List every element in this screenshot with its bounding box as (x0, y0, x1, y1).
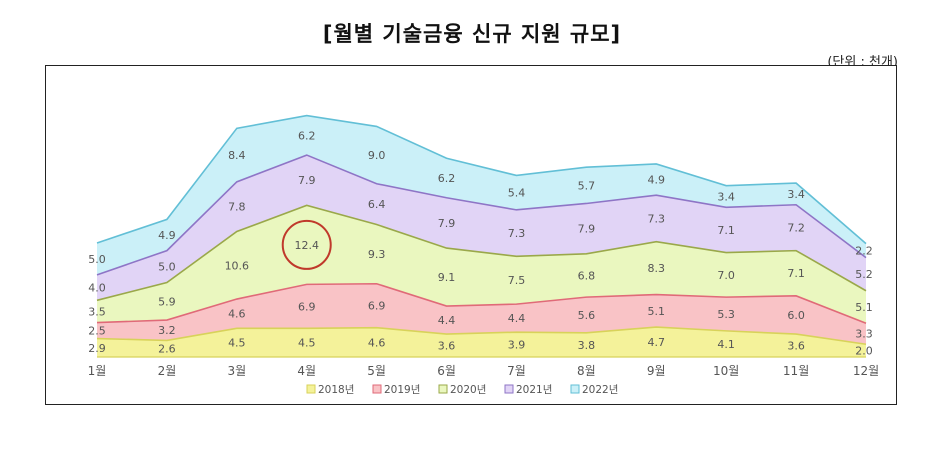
data-label: 5.3 (717, 308, 735, 321)
data-label: 4.5 (228, 337, 246, 350)
x-tick-label: 2월 (158, 364, 177, 378)
data-label: 3.6 (787, 340, 805, 353)
data-label: 2.9 (88, 342, 106, 355)
legend-swatch (438, 384, 448, 394)
data-label: 2.6 (158, 343, 176, 356)
data-label: 9.0 (368, 149, 386, 162)
area-2021년 (97, 155, 866, 301)
line-2021년 (96, 154, 867, 276)
data-label: 4.9 (158, 229, 176, 242)
data-label: 3.5 (88, 305, 106, 318)
data-label: 5.6 (578, 309, 596, 322)
data-label: 6.9 (368, 300, 386, 313)
data-label: 6.2 (298, 129, 316, 142)
data-label: 8.3 (648, 262, 666, 275)
x-tick-label: 8월 (577, 364, 596, 378)
line-2019년 (96, 282, 867, 324)
x-tick-label: 10월 (713, 364, 739, 378)
area-2019년 (97, 283, 866, 345)
x-tick-label: 5월 (367, 364, 386, 378)
data-label: 7.5 (508, 274, 526, 287)
data-label: 7.9 (578, 223, 596, 236)
line-2018년 (96, 326, 867, 346)
x-tick-label: 4월 (297, 364, 316, 378)
line-2020년 (96, 204, 867, 302)
legend-swatch (306, 384, 316, 394)
data-label: 5.0 (88, 253, 106, 266)
data-label: 4.7 (648, 336, 666, 349)
data-label: 8.4 (228, 149, 246, 162)
chart-title: [월별 기술금융 신규 지원 규모] (322, 22, 622, 46)
legend-swatch (372, 384, 382, 394)
legend-label: 2018년 (318, 384, 354, 396)
legend-label: 2022년 (582, 384, 618, 396)
data-label: 5.1 (855, 301, 873, 314)
data-label: 7.1 (787, 267, 805, 280)
legend-label: 2021년 (516, 384, 552, 396)
data-label: 7.1 (717, 224, 735, 237)
highlight-circle (281, 219, 332, 270)
data-label: 4.4 (438, 314, 456, 327)
data-label: 5.0 (158, 261, 176, 274)
data-label: 7.0 (717, 269, 735, 282)
area-2022년 (97, 115, 866, 275)
data-label: 3.9 (508, 339, 526, 352)
data-label: 2.0 (855, 345, 873, 358)
data-label: 2.2 (855, 245, 873, 258)
data-label: 5.9 (158, 295, 176, 308)
data-label: 4.1 (717, 338, 735, 351)
data-label: 4.6 (368, 336, 386, 349)
data-label: 3.2 (158, 324, 176, 337)
data-label: 6.0 (787, 309, 805, 322)
data-label: 4.9 (648, 174, 666, 187)
data-label: 7.9 (298, 174, 316, 187)
data-label: 7.2 (787, 222, 805, 235)
legend-swatch (504, 384, 514, 394)
legend-label: 2020년 (450, 384, 486, 396)
area-2020년 (97, 205, 866, 324)
data-label: 6.8 (578, 269, 596, 282)
data-label: 7.9 (438, 217, 456, 230)
data-label: 12.4 (294, 239, 319, 252)
data-label: 2.5 (88, 325, 106, 338)
x-tick-label: 7월 (507, 364, 526, 378)
x-tick-label: 3월 (227, 364, 246, 378)
legend-label: 2019년 (384, 384, 420, 396)
data-label: 4.4 (508, 312, 526, 325)
data-label: 3.4 (787, 188, 805, 201)
data-label: 3.8 (578, 339, 596, 352)
data-label: 4.5 (298, 337, 316, 350)
legend-swatch (570, 384, 580, 394)
data-label: 5.7 (578, 179, 596, 192)
data-label: 3.3 (855, 328, 873, 341)
data-label: 5.4 (508, 187, 526, 200)
line-2022년 (96, 114, 867, 245)
x-tick-label: 1월 (88, 364, 107, 378)
data-label: 4.6 (228, 308, 246, 321)
data-label: 3.6 (438, 340, 456, 353)
data-label: 6.4 (368, 198, 386, 211)
data-label: 7.8 (228, 201, 246, 214)
data-label: 6.2 (438, 172, 456, 185)
data-label: 3.4 (717, 190, 735, 203)
data-label: 4.0 (88, 282, 106, 295)
area-2018년 (97, 327, 866, 357)
data-label: 7.3 (508, 227, 526, 240)
data-label: 5.2 (855, 268, 873, 281)
data-label: 5.1 (648, 305, 666, 318)
data-label: 9.1 (438, 271, 456, 284)
data-label: 7.3 (648, 212, 666, 225)
x-tick-label: 9월 (647, 364, 666, 378)
data-label: 6.9 (298, 300, 316, 313)
data-label: 10.6 (225, 259, 250, 272)
x-tick-label: 6월 (437, 364, 456, 378)
x-tick-label: 12월 (853, 364, 879, 378)
x-tick-label: 11월 (783, 364, 809, 378)
data-label: 9.3 (368, 248, 386, 261)
